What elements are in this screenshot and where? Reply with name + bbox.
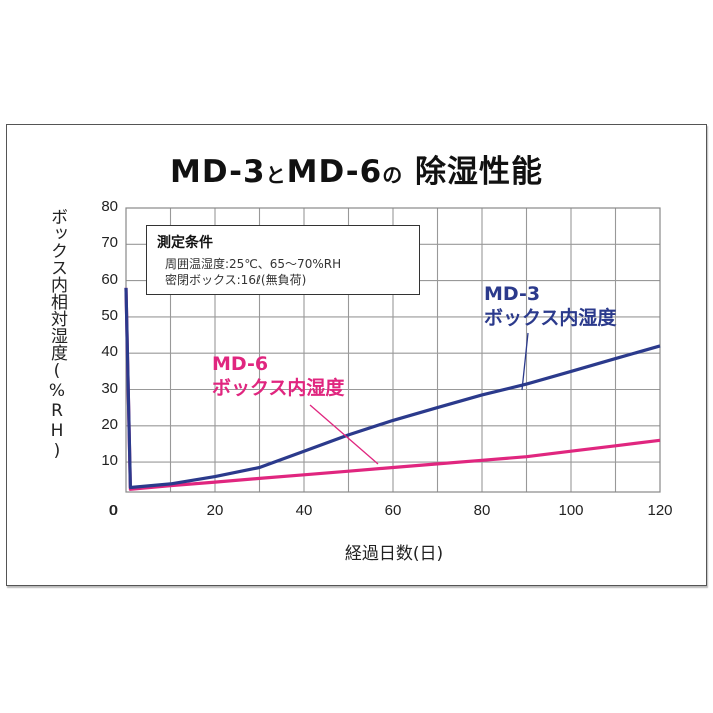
md3-series-label: MD-3 ボックス内湿度	[484, 282, 616, 330]
x-tick-label: 80	[473, 502, 491, 519]
x-tick-label: 20	[206, 502, 224, 519]
measurement-conditions-box: 測定条件 周囲温湿度:25℃、65〜70%RH 密閉ボックス:16ℓ(無負荷)	[146, 225, 420, 295]
y-tick-label: 70	[101, 234, 118, 252]
y-tick-label: 20	[101, 415, 118, 433]
md6-name: MD-6	[212, 353, 269, 375]
md3-description: ボックス内湿度	[484, 307, 617, 329]
chart-frame	[6, 124, 707, 586]
chart-title: MD-3とMD-6の 除湿性能	[0, 146, 713, 191]
y-tick-label: 40	[101, 343, 118, 361]
series-lines	[124, 287, 661, 491]
conditions-ambient: 周囲温湿度:25℃、65〜70%RH	[165, 257, 342, 271]
title-performance: 除湿性能	[414, 154, 543, 190]
y-tick-label: 30	[101, 379, 118, 397]
title-and: と	[265, 163, 287, 187]
md3-name: MD-3	[484, 283, 541, 305]
y-tick-label: 10	[101, 452, 118, 470]
conditions-box-size: 密閉ボックス:16ℓ(無負荷)	[165, 273, 307, 287]
series-line	[124, 287, 661, 490]
md6-series-label: MD-6 ボックス内湿度	[212, 352, 344, 400]
x-axis-label: 経過日数(日)	[344, 544, 444, 564]
grid-lines	[126, 208, 660, 492]
series-line	[124, 287, 661, 491]
x-tick-label: 40	[295, 502, 313, 519]
title-md3: MD-3	[170, 154, 266, 190]
x-tick-label: 100	[558, 502, 584, 519]
md3-leader-line	[521, 332, 529, 391]
title-no: の	[382, 163, 404, 187]
title-md6: MD-6	[286, 154, 383, 190]
y-tick-label: 0	[109, 502, 118, 519]
md6-description: ボックス内湿度	[212, 377, 345, 399]
md6-leader-line	[309, 404, 379, 465]
y-tick-label: 60	[101, 270, 118, 288]
y-tick-label: 80	[101, 198, 118, 215]
y-axis-label: ボックス内相対湿度(%RH)	[47, 208, 67, 461]
x-tick-label: 60	[384, 502, 402, 519]
conditions-heading: 測定条件	[157, 235, 213, 251]
y-tick-label: 50	[101, 306, 118, 324]
x-tick-label: 0	[108, 502, 118, 519]
x-tick-label: 120	[647, 502, 673, 519]
